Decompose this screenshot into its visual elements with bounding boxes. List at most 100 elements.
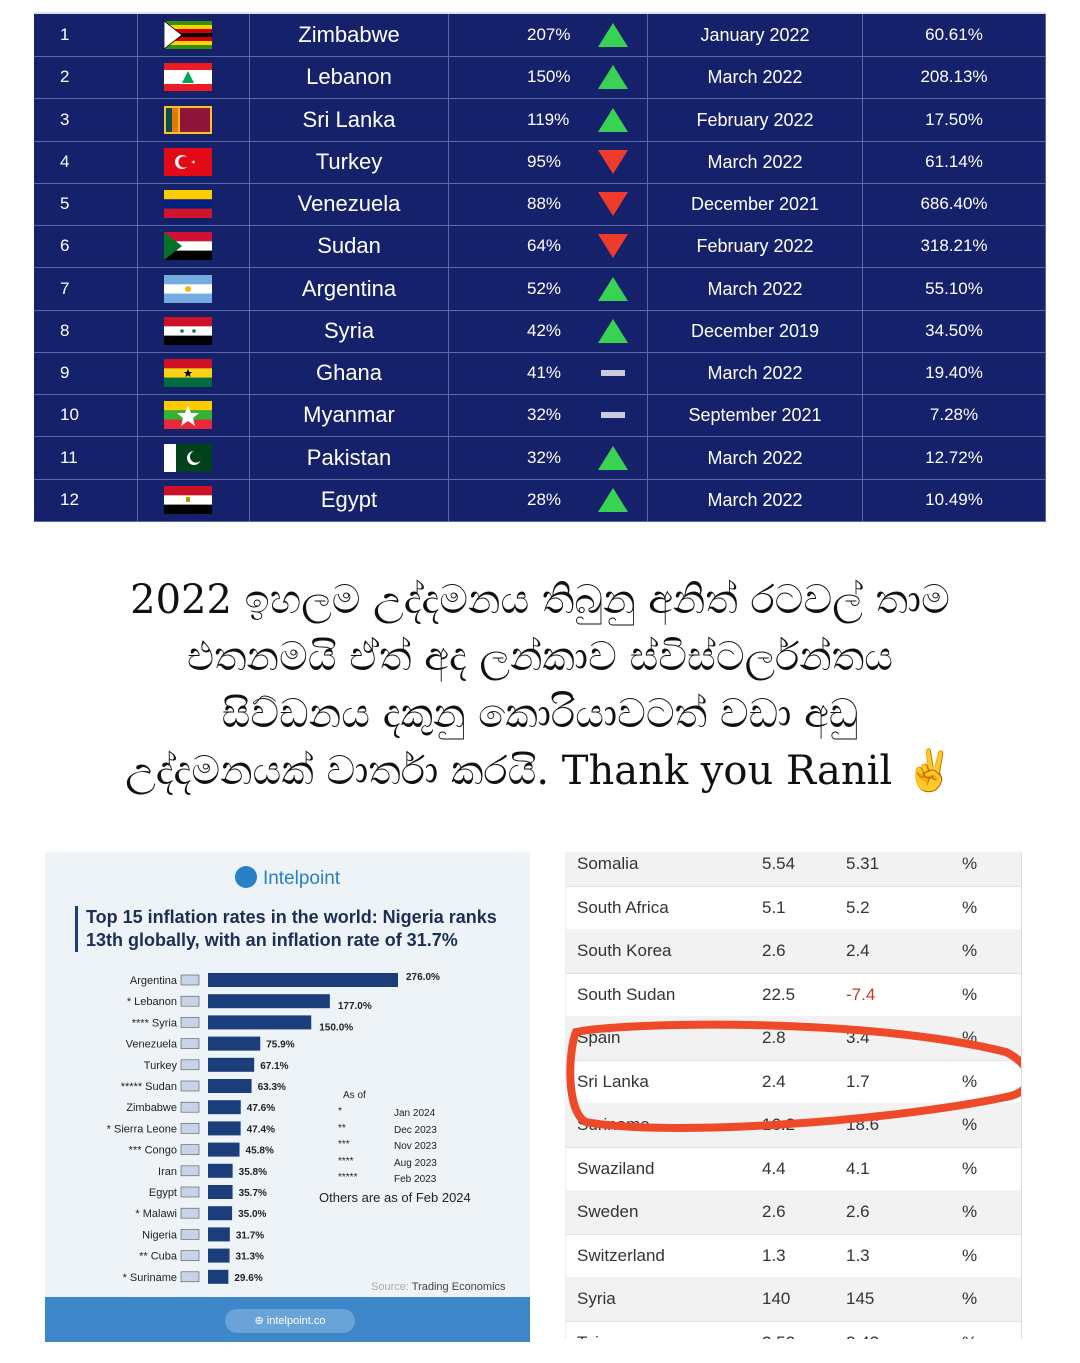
country-flag-icon (180, 1250, 200, 1261)
country-flag-icon (180, 1271, 200, 1283)
previous-value: 2.6 (846, 1202, 870, 1221)
bar-category-label: ***** Sudan (121, 1081, 177, 1093)
zimbabwe-flag (164, 21, 212, 49)
country-cell: Zimbabwe (250, 14, 449, 56)
change-value: 28% (527, 489, 562, 509)
bar-category-label: Turkey (144, 1060, 178, 1072)
intelpoint-logo: Intelpoint (45, 866, 530, 890)
previous-value: 18.6 (846, 1115, 880, 1134)
country-name: Swaziland (577, 1158, 655, 1178)
country-flag-icon (180, 1165, 200, 1177)
flag-cell (138, 309, 250, 352)
unit: % (962, 1245, 978, 1265)
bar-category-label: Venezuela (126, 1039, 178, 1051)
previous-value: 2.4 (846, 941, 870, 960)
country-row: South Africa 5.1 5.2% (566, 886, 1021, 930)
change-value: 207% (527, 25, 571, 44)
country-cell: Sri Lanka (250, 98, 449, 141)
rank-cell: 9 (34, 352, 138, 394)
bar-value-label: 75.9% (266, 1040, 294, 1051)
country-row: Switzerland 1.3 1.3% (566, 1234, 1021, 1278)
last-value: 1.3 (762, 1245, 786, 1265)
previous-value: 4.1 (846, 1158, 870, 1178)
sri-lanka-flag (164, 105, 212, 134)
rate-cell: 19.40% (863, 352, 1046, 394)
country-flag-icon (180, 1059, 200, 1071)
ranking-row: 11 Pakistan 32% March 2022 12.72% (34, 436, 1046, 480)
inflation-ranking-table: 1 Zimbabwe 207% January 2022 60.61% 2 Lebanon 1… (34, 12, 1046, 522)
date-cell: September 2021 (648, 394, 863, 437)
trend-down-icon (598, 192, 628, 216)
bar (208, 1248, 230, 1263)
previous-value: 3.4 (846, 1028, 870, 1047)
country-cell: Egypt (250, 478, 449, 521)
chart-title: Top 15 inflation rates in the world: Nig… (75, 906, 530, 952)
country-flag-icon (180, 1229, 200, 1240)
bar-value-label: 47.6% (247, 1103, 275, 1114)
last-value: 140 (762, 1289, 791, 1308)
source-note: Source: Trading Economics (371, 1281, 506, 1293)
argentina-flag (164, 274, 212, 303)
country-cell: Syria (250, 309, 449, 352)
caption-text: 2022 ඉහලම උද්දමනය තිබුනු අනිත් රටවල් තාම… (20, 572, 1060, 800)
previous-value: 5.31 (846, 854, 880, 873)
flag-cell (138, 478, 250, 521)
change-cell: 41% (449, 352, 648, 394)
rate-cell: 60.61% (863, 14, 1046, 56)
rate-cell: 61.14% (863, 140, 1046, 183)
ranking-row: 4 Turkey 95% March 2022 61.14% (34, 140, 1046, 184)
bar (208, 973, 398, 987)
ghana-flag (164, 359, 212, 387)
intelpoint-card: Intelpoint Top 15 inflation rates in the… (45, 852, 530, 1342)
unit: % (962, 854, 978, 873)
unit: % (962, 1115, 978, 1134)
turkey-flag (164, 147, 212, 176)
as-of-date: Nov 2023 (394, 1141, 437, 1152)
country-flag-icon (180, 974, 200, 986)
bar (208, 1015, 312, 1030)
as-of-date: Aug 2023 (394, 1157, 437, 1169)
date-cell: December 2021 (648, 183, 863, 225)
syria-flag (164, 316, 212, 345)
trend-up-icon (598, 65, 628, 90)
flag-cell (138, 267, 250, 310)
date-cell: March 2022 (648, 140, 863, 183)
ranking-row: 9 Ghana 41% March 2022 19.40% (34, 352, 1046, 395)
rank-cell: 4 (34, 140, 138, 183)
intelpoint-link-text: intelpoint.co (266, 1315, 326, 1327)
rate-cell: 34.50% (863, 309, 1046, 352)
bar-value-label: 35.0% (238, 1209, 266, 1220)
country-name: Sri Lanka (577, 1071, 649, 1091)
intelpoint-link[interactable]: ⊕ intelpoint.co (225, 1309, 355, 1333)
change-value: 95% (527, 151, 562, 171)
ranking-row: 3 Sri Lanka 119% February 2022 17.50% (34, 98, 1046, 142)
date-cell: December 2019 (648, 309, 863, 352)
country-row: South Sudan 22.5 -7.4% (566, 973, 1021, 1017)
change-cell: 28% (449, 478, 648, 521)
rate-cell: 7.28% (863, 394, 1046, 437)
country-cell: Turkey (250, 140, 449, 183)
rate-cell: 55.10% (863, 267, 1046, 310)
ranking-row: 8 Syria 42% December 2019 34.50% (34, 309, 1046, 353)
trend-down-icon (598, 149, 628, 174)
bar-value-label: 35.8% (239, 1167, 267, 1178)
rank-cell: 7 (34, 267, 138, 310)
previous-value: 2.43 (846, 1321, 879, 1340)
trend-up-icon (598, 276, 628, 301)
last-value: 5.54 (762, 854, 796, 873)
change-value: 64% (527, 236, 562, 256)
ranking-row: 5 Venezuela 88% December 2021 686.40% (34, 183, 1046, 226)
country-inflation-table: Somalia 5.54 5.31% South Africa 5.1 5.2% South… (565, 852, 1022, 1339)
country-name: Syria (577, 1289, 616, 1308)
country-flag-icon (180, 995, 200, 1007)
country-name: South Sudan (577, 984, 676, 1004)
country-name: Somalia (577, 854, 639, 873)
rank-cell: 5 (34, 183, 138, 225)
as-of-symbol: ***** (338, 1172, 358, 1183)
rank-cell: 2 (34, 56, 138, 99)
ranking-row: 1 Zimbabwe 207% January 2022 60.61% (34, 14, 1046, 57)
unit: % (962, 1202, 978, 1221)
bar (208, 1206, 233, 1221)
as-of-symbol: *** (338, 1139, 350, 1150)
date-cell: February 2022 (648, 225, 863, 268)
